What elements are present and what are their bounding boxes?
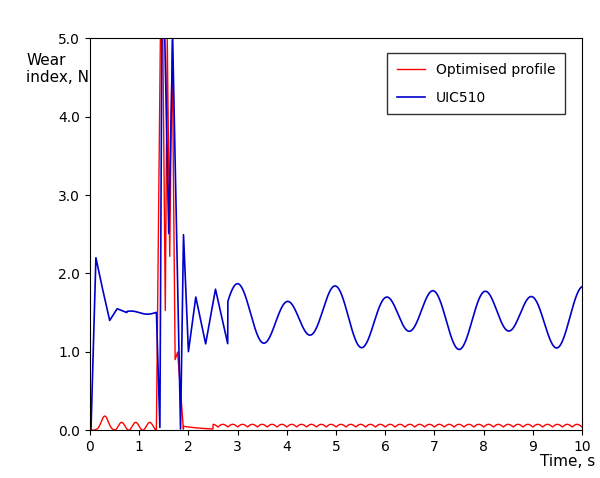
- UIC510: [578, 284, 586, 290]
- Line: UIC510: UIC510: [90, 38, 582, 430]
- Optimised profile: [274, 423, 281, 429]
- Optimised profile: [491, 423, 498, 429]
- UIC510: [274, 313, 281, 318]
- UIC510: [86, 427, 94, 433]
- UIC510: [406, 328, 413, 334]
- X-axis label: Time, s: Time, s: [539, 454, 595, 469]
- Legend: Optimised profile, UIC510: Optimised profile, UIC510: [388, 53, 565, 114]
- Line: Optimised profile: Optimised profile: [90, 38, 582, 430]
- Optimised profile: [86, 427, 94, 433]
- UIC510: [176, 374, 183, 380]
- Y-axis label: Wear
index, N: Wear index, N: [26, 53, 89, 85]
- Optimised profile: [157, 35, 164, 41]
- Optimised profile: [406, 422, 413, 427]
- UIC510: [491, 302, 498, 308]
- Optimised profile: [176, 374, 183, 380]
- UIC510: [382, 295, 389, 301]
- Optimised profile: [454, 422, 461, 428]
- UIC510: [454, 346, 461, 351]
- Optimised profile: [382, 424, 389, 430]
- UIC510: [158, 35, 166, 41]
- Optimised profile: [578, 424, 586, 430]
